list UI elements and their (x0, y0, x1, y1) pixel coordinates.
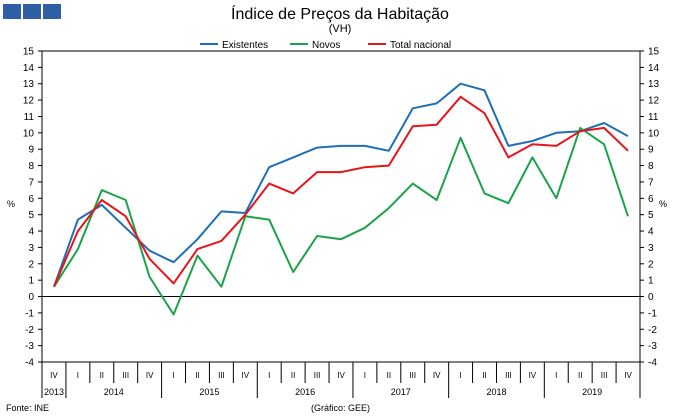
year-tick-label: 2016 (295, 387, 315, 397)
quarter-tick-label: III (314, 371, 321, 380)
y-tick-label-left: -3 (25, 341, 34, 352)
year-tick-label: 2019 (582, 387, 602, 397)
quarter-tick-label: IV (146, 371, 154, 380)
y-tick-label-right: -3 (648, 341, 657, 352)
quarter-tick-label: III (122, 371, 129, 380)
y-tick-label-left: 3 (28, 243, 34, 254)
y-tick-label-left: 4 (28, 227, 34, 238)
y-tick-label-right: 14 (648, 63, 660, 74)
y-tick-label-left: 2 (28, 259, 34, 270)
y-tick-label-left: -2 (25, 325, 34, 336)
y-tick-label-left: 9 (28, 145, 34, 156)
y-tick-label-left: 10 (23, 128, 35, 139)
y-axis-label-left: % (7, 199, 15, 209)
quarter-tick-label: IV (337, 371, 345, 380)
year-tick-label: 2015 (199, 387, 219, 397)
quarter-tick-label: IV (433, 371, 441, 380)
y-tick-label-left: 13 (23, 79, 35, 90)
quarter-tick-label: I (268, 371, 270, 380)
quarter-tick-label: II (482, 371, 486, 380)
y-tick-label-right: 5 (648, 210, 654, 221)
year-tick-label: 2018 (486, 387, 506, 397)
y-tick-label-right: 4 (648, 227, 654, 238)
y-tick-label-right: 12 (648, 96, 660, 107)
chart-subtitle: (VH) (328, 23, 352, 35)
quarter-tick-label: II (100, 371, 104, 380)
y-tick-label-right: 2 (648, 259, 654, 270)
quarter-tick-label: IV (50, 371, 58, 380)
plot-frame (41, 50, 641, 363)
quarter-tick-label: IV (624, 371, 632, 380)
y-tick-label-right: 8 (648, 161, 654, 172)
y-tick-label-left: 14 (23, 63, 35, 74)
legend-label: Novos (312, 40, 340, 51)
logo-block (23, 4, 41, 19)
y-tick-label-right: 1 (648, 276, 654, 287)
y-tick-label-left: 12 (23, 96, 35, 107)
quarter-tick-label: I (459, 371, 461, 380)
logo-block (3, 4, 21, 19)
quarter-tick-label: I (77, 371, 79, 380)
y-tick-label-left: 15 (23, 47, 35, 58)
quarter-tick-label: II (291, 371, 295, 380)
quarter-tick-label: IV (529, 371, 537, 380)
y-tick-label-right: -1 (648, 308, 657, 319)
quarter-tick-label: III (505, 371, 512, 380)
quarter-tick-label: II (195, 371, 199, 380)
quarter-tick-label: I (172, 371, 174, 380)
y-tick-label-left: 8 (28, 161, 34, 172)
year-tick-label: 2013 (44, 387, 64, 397)
year-tick-label: 2017 (391, 387, 411, 397)
quarter-tick-label: II (578, 371, 582, 380)
y-tick-label-right: 6 (648, 194, 654, 205)
logo-block (43, 4, 61, 19)
y-tick-label-right: 10 (648, 128, 660, 139)
quarter-tick-label: III (601, 371, 608, 380)
y-tick-label-right: 3 (648, 243, 654, 254)
y-tick-label-left: 6 (28, 194, 34, 205)
y-tick-label-right: 0 (648, 292, 654, 303)
y-tick-label-left: 11 (24, 112, 35, 123)
series-line-total-nacional (53, 95, 629, 288)
y-tick-label-right: -4 (648, 358, 657, 369)
y-tick-label-left: 1 (28, 276, 34, 287)
graphic-credit: (Gráfico: GEE) (311, 403, 371, 413)
y-tick-label-right: 7 (648, 177, 654, 188)
quarter-tick-label: I (364, 371, 366, 380)
quarter-tick-label: III (409, 371, 416, 380)
quarter-tick-label: II (387, 371, 391, 380)
y-tick-label-right: 11 (648, 112, 659, 123)
legend-label: Existentes (222, 40, 268, 51)
y-tick-label-right: 9 (648, 145, 654, 156)
y-tick-label-right: 13 (648, 79, 660, 90)
chart-title: Índice de Preços da Habitação (231, 6, 449, 23)
quarter-tick-label: I (555, 371, 557, 380)
y-tick-label-left: 7 (28, 177, 34, 188)
legend-label: Total nacional (390, 40, 451, 51)
y-tick-label-left: -4 (25, 358, 34, 369)
y-tick-label-left: 5 (28, 210, 34, 221)
source-note: Fonte: INE (6, 403, 50, 413)
quarter-tick-label: III (218, 371, 225, 380)
year-tick-label: 2014 (104, 387, 124, 397)
y-tick-label-right: -2 (648, 325, 657, 336)
quarter-tick-label: IV (242, 371, 250, 380)
y-tick-label-left: 0 (28, 292, 34, 303)
series-line-existentes (53, 82, 629, 288)
series-line-novos (53, 126, 629, 316)
y-tick-label-left: -1 (25, 308, 34, 319)
y-axis-label-right: % (659, 199, 667, 209)
y-tick-label-right: 15 (648, 47, 660, 58)
